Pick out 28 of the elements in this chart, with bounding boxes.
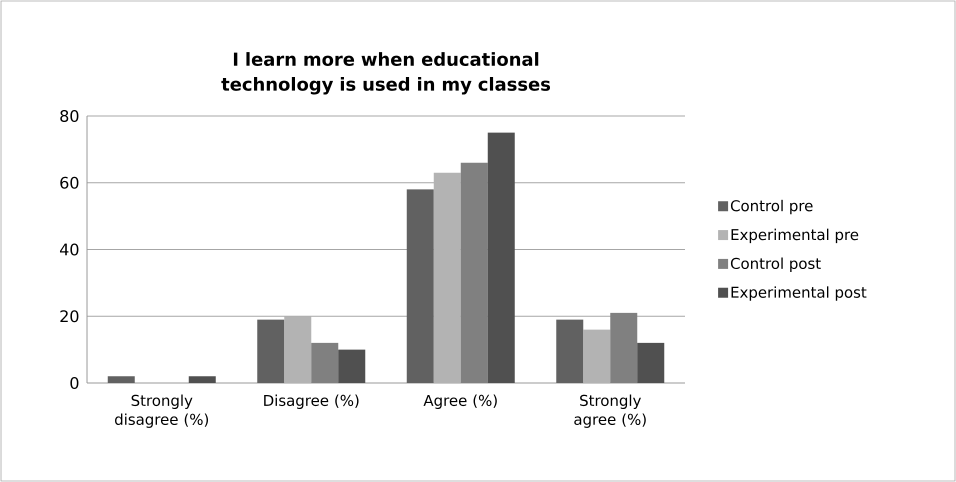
y-tick-label: 80 <box>60 110 78 122</box>
chart-title: I learn more when educational technology is used in my classes <box>221 52 550 94</box>
legend-label: Experimental post <box>732 286 866 301</box>
legend-label: Control pre <box>730 200 813 214</box>
x-tick-label: Agree (%) <box>423 394 497 409</box>
y-tick-label: 60 <box>60 176 78 189</box>
x-tick-label: Strongly agree (%) <box>574 394 646 428</box>
bar <box>188 376 216 383</box>
bar <box>257 320 284 383</box>
y-tick-label: 20 <box>60 310 78 322</box>
bar <box>338 350 366 383</box>
legend-label: Control post <box>730 257 821 272</box>
y-tick-label: 40 <box>60 243 78 256</box>
bar <box>610 312 638 383</box>
bar <box>311 342 338 383</box>
bar <box>434 172 461 383</box>
x-tick-label: Disagree (%) <box>264 394 359 409</box>
legend-label: Experimental pre <box>732 228 858 244</box>
y-tick-label: 0 <box>70 376 78 390</box>
bar <box>637 342 664 383</box>
bar <box>583 330 610 383</box>
bar <box>108 376 135 383</box>
bar <box>284 316 312 383</box>
bar <box>556 320 584 383</box>
x-tick-label: Strongly disagree (%) <box>115 394 208 428</box>
bar <box>460 162 488 383</box>
bar <box>406 189 434 383</box>
bar <box>488 132 515 383</box>
